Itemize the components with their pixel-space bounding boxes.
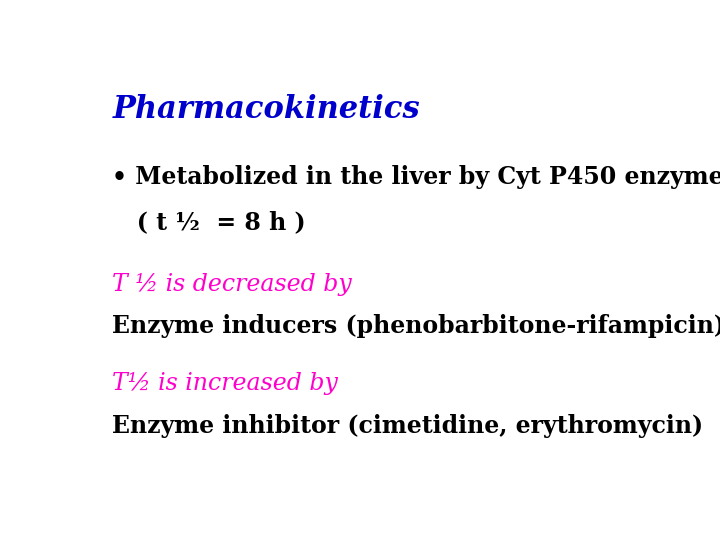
Text: • Metabolized in the liver by Cyt P450 enzymes: • Metabolized in the liver by Cyt P450 e…: [112, 165, 720, 188]
Text: T ½ is decreased by: T ½ is decreased by: [112, 273, 352, 296]
Text: Pharmacokinetics: Pharmacokinetics: [112, 94, 420, 125]
Text: T½ is increased by: T½ is increased by: [112, 373, 338, 395]
Text: ( t ½  = 8 h ): ( t ½ = 8 h ): [112, 210, 306, 234]
Text: Enzyme inducers (phenobarbitone-rifampicin): Enzyme inducers (phenobarbitone-rifampic…: [112, 314, 720, 338]
Text: Enzyme inhibitor (cimetidine, erythromycin): Enzyme inhibitor (cimetidine, erythromyc…: [112, 414, 703, 438]
